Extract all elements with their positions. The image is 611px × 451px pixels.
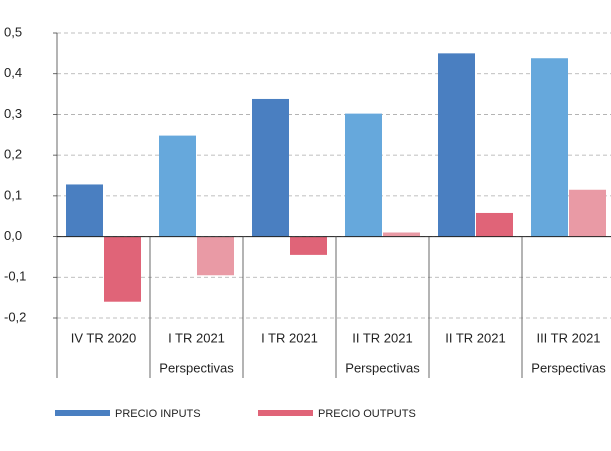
legend-swatch: [258, 410, 313, 416]
bar: [66, 184, 103, 237]
y-tick-label: 0,5: [4, 24, 22, 39]
bar: [104, 236, 141, 302]
bar: [476, 212, 513, 237]
y-tick-label: -0,1: [4, 269, 26, 284]
x-tick-label: I TR 2021: [261, 330, 318, 345]
x-tick-label: Perspectivas: [159, 360, 234, 375]
legend-label: PRECIO INPUTS: [115, 408, 201, 420]
legend-label: PRECIO OUTPUTS: [318, 408, 416, 420]
x-tick-label: I TR 2021: [168, 330, 225, 345]
bar: [197, 236, 234, 276]
bar: [345, 113, 382, 237]
y-tick-label: 0,1: [4, 187, 22, 202]
x-tick-label: III TR 2021: [536, 330, 600, 345]
bar: [569, 189, 606, 237]
y-tick-label: 0,0: [4, 228, 22, 243]
bar: [290, 236, 327, 255]
y-tick-label: 0,4: [4, 65, 22, 80]
x-tick-label: Perspectivas: [345, 360, 420, 375]
y-tick-label: 0,2: [4, 147, 22, 162]
bar: [531, 58, 568, 237]
y-tick-label: -0,2: [4, 309, 26, 324]
x-tick-label: II TR 2021: [445, 330, 505, 345]
bar: [383, 232, 420, 237]
bar: [252, 98, 289, 237]
x-tick-label: II TR 2021: [352, 330, 412, 345]
x-tick-label: Perspectivas: [531, 360, 606, 375]
bar: [159, 135, 196, 237]
x-tick-label: IV TR 2020: [71, 330, 137, 345]
legend-swatch: [55, 410, 110, 416]
bar: [438, 53, 475, 237]
y-tick-label: 0,3: [4, 106, 22, 121]
